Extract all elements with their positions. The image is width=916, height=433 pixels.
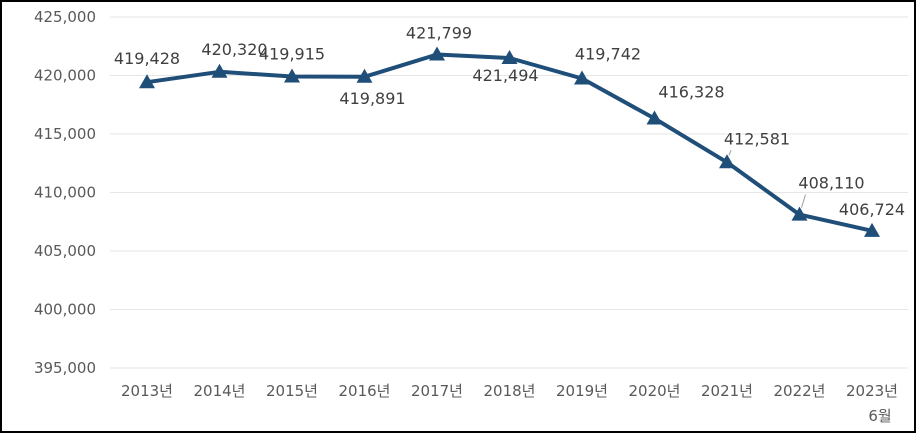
data-point-marker bbox=[429, 46, 445, 61]
x-tick-label: 2020년 bbox=[629, 382, 681, 400]
data-point-marker bbox=[646, 110, 663, 125]
label-leader-line bbox=[801, 194, 806, 208]
data-point-marker bbox=[791, 206, 808, 221]
data-point-marker bbox=[864, 222, 880, 237]
x-tick-label: 2014년 bbox=[194, 382, 246, 400]
label-leader-lines bbox=[728, 150, 806, 208]
x-tick-sublabel: 6월 bbox=[868, 407, 891, 425]
y-tick-label: 405,000 bbox=[34, 242, 96, 260]
x-tick-label: 2013년 bbox=[121, 382, 173, 400]
data-point-marker bbox=[356, 68, 373, 83]
data-label: 416,328 bbox=[658, 82, 724, 101]
data-label: 421,494 bbox=[472, 66, 538, 85]
data-label: 421,799 bbox=[406, 23, 472, 42]
data-label: 420,320 bbox=[201, 40, 267, 59]
data-label: 419,742 bbox=[575, 45, 641, 64]
y-tick-label: 420,000 bbox=[34, 67, 96, 85]
y-axis-ticks: 395,000 400,000 405,000 410,000 415,000 420,0… bbox=[34, 8, 96, 377]
y-tick-label: 425,000 bbox=[34, 8, 96, 26]
data-label: 419,891 bbox=[339, 89, 405, 108]
data-point-marker bbox=[139, 74, 155, 89]
data-point-marker bbox=[501, 50, 518, 65]
x-tick-label: 2019년 bbox=[556, 382, 608, 400]
y-tick-label: 395,000 bbox=[34, 359, 96, 377]
data-point-marker bbox=[284, 68, 300, 83]
x-tick-label: 2016년 bbox=[339, 382, 391, 400]
x-tick-label: 2017년 bbox=[411, 382, 463, 400]
data-label: 406,724 bbox=[839, 200, 905, 219]
data-label: 419,428 bbox=[114, 49, 180, 68]
gridlines bbox=[110, 16, 908, 369]
data-label: 419,915 bbox=[259, 44, 325, 63]
data-markers bbox=[139, 46, 880, 237]
x-tick-label: 2022년 bbox=[774, 382, 826, 400]
x-tick-label: 2018년 bbox=[484, 382, 536, 400]
y-tick-label: 415,000 bbox=[34, 125, 96, 143]
x-tick-label: 2021년 bbox=[701, 382, 753, 400]
data-point-marker bbox=[574, 70, 590, 85]
data-point-marker bbox=[211, 63, 228, 78]
y-tick-label: 410,000 bbox=[34, 184, 96, 202]
x-tick-label: 2015년 bbox=[266, 382, 318, 400]
y-tick-label: 400,000 bbox=[34, 301, 96, 319]
x-tick-label: 2023년 bbox=[846, 382, 898, 400]
label-leader-line bbox=[728, 150, 732, 156]
data-label: 408,110 bbox=[798, 174, 864, 193]
data-point-marker bbox=[719, 154, 735, 169]
x-axis-ticks: 2013년 2014년 2015년 2016년 2017년 2018년 2019년 2020년… bbox=[121, 382, 898, 425]
data-label: 412,581 bbox=[724, 129, 790, 148]
